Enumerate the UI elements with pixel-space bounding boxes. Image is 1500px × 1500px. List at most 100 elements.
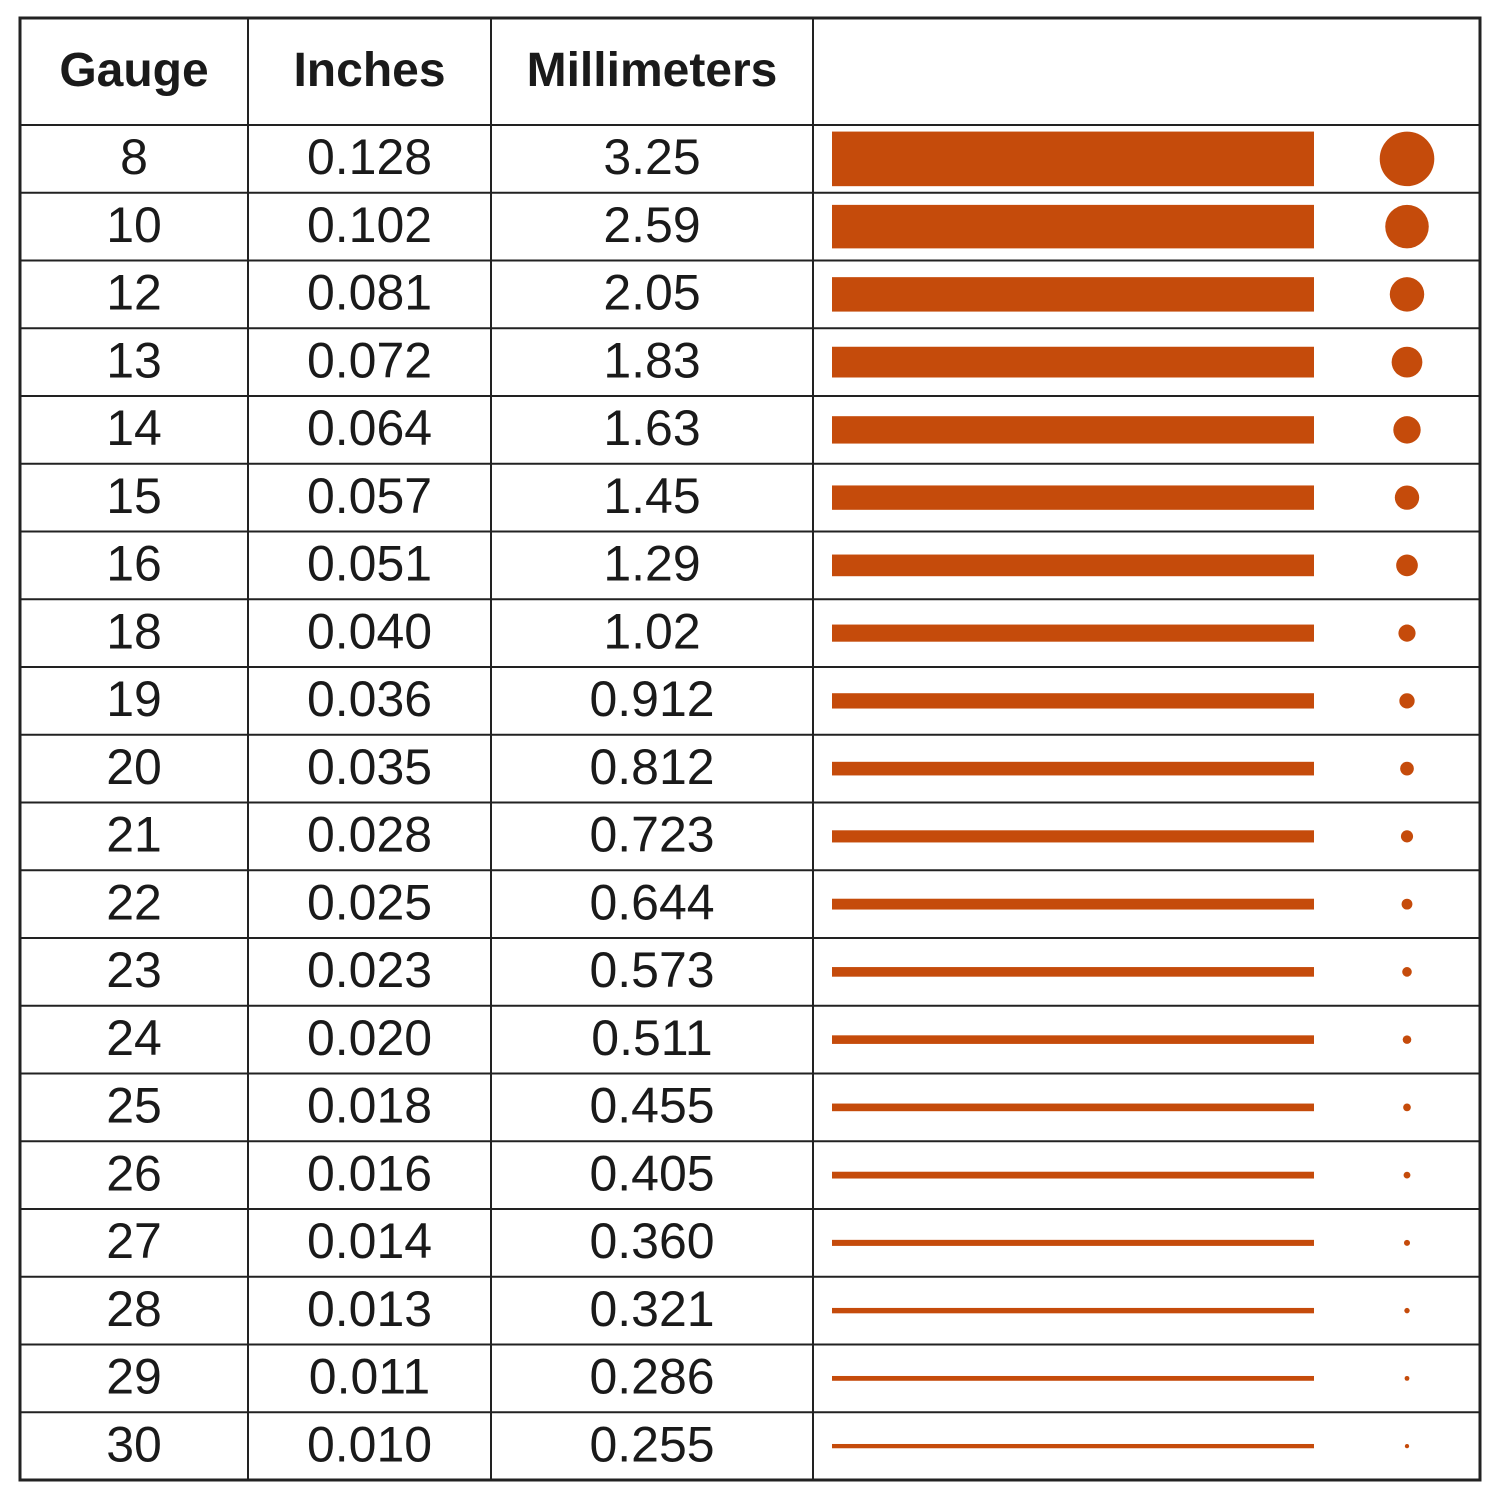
wire-cross-section xyxy=(1404,1375,1410,1381)
table-cell: 0.057 xyxy=(307,468,432,524)
wire-side-bar xyxy=(832,1307,1314,1314)
table-cell: 0.051 xyxy=(307,536,432,592)
table-cell: 21 xyxy=(106,807,162,863)
column-header: Millimeters xyxy=(527,44,778,97)
table-cell: 0.028 xyxy=(307,807,432,863)
table-cell: 23 xyxy=(106,942,162,998)
wire-side-bar xyxy=(832,131,1314,187)
table-cell: 0.912 xyxy=(589,671,714,727)
table-cell: 0.036 xyxy=(307,671,432,727)
wire-cross-section xyxy=(1400,761,1414,776)
table-cell: 29 xyxy=(106,1349,162,1405)
table-cell: 25 xyxy=(106,1078,162,1134)
wire-cross-section xyxy=(1404,1307,1410,1314)
table-cell: 0.011 xyxy=(309,1349,430,1405)
table-cell: 27 xyxy=(106,1213,162,1269)
wire-cross-section xyxy=(1379,131,1435,187)
table-cell: 0.573 xyxy=(589,942,714,998)
wire-cross-section xyxy=(1400,830,1414,843)
wire-cross-section xyxy=(1399,693,1415,709)
table-cell: 0.020 xyxy=(307,1010,432,1066)
wire-side-bar xyxy=(832,624,1314,642)
wire-cross-section xyxy=(1389,277,1425,312)
wire-side-bar xyxy=(832,277,1314,312)
wire-side-bar xyxy=(832,1443,1314,1449)
column-header: Gauge xyxy=(59,44,208,97)
wire-side-bar xyxy=(832,1239,1314,1246)
wire-cross-section xyxy=(1391,346,1423,378)
table-cell: 16 xyxy=(106,536,162,592)
table-cell: 0.128 xyxy=(307,129,432,185)
wire-cross-section xyxy=(1403,1103,1411,1112)
table-cell: 18 xyxy=(106,603,162,659)
table-cell: 2.59 xyxy=(603,197,700,253)
table-cell: 0.286 xyxy=(589,1349,714,1405)
table-cell: 0.644 xyxy=(589,874,714,930)
wire-cross-section xyxy=(1404,1443,1410,1449)
wire-side-bar xyxy=(832,761,1314,776)
table-cell: 0.321 xyxy=(589,1281,714,1337)
table-cell: 0.405 xyxy=(589,1145,714,1201)
wire-cross-section xyxy=(1401,898,1413,910)
table-cell: 1.83 xyxy=(603,332,700,388)
table-cell: 0.723 xyxy=(589,807,714,863)
table-cell: 20 xyxy=(106,739,162,795)
table-cell: 0.014 xyxy=(307,1213,432,1269)
table-cell: 0.035 xyxy=(307,739,432,795)
table-cell: 0.018 xyxy=(307,1078,432,1134)
wire-cross-section xyxy=(1402,967,1412,977)
table-cell: 0.255 xyxy=(589,1416,714,1472)
table-cell: 14 xyxy=(106,400,162,456)
table-cell: 1.02 xyxy=(603,603,700,659)
table-cell: 0.010 xyxy=(307,1416,432,1472)
wire-side-bar xyxy=(832,830,1314,843)
wire-cross-section xyxy=(1393,416,1421,444)
table-cell: 0.511 xyxy=(591,1010,712,1066)
table-cell: 13 xyxy=(106,332,162,388)
table-cell: 30 xyxy=(106,1416,162,1472)
wire-side-bar xyxy=(832,898,1314,910)
table-cell: 0.360 xyxy=(589,1213,714,1269)
column-header: Inches xyxy=(293,44,445,97)
wire-side-bar xyxy=(832,693,1314,709)
wire-cross-section xyxy=(1396,554,1418,577)
table-cell: 0.023 xyxy=(307,942,432,998)
table-border xyxy=(18,16,1482,1482)
table-cell: 0.455 xyxy=(589,1078,714,1134)
table-cell: 0.025 xyxy=(307,874,432,930)
wire-side-bar xyxy=(832,416,1314,444)
table-cell: 28 xyxy=(106,1281,162,1337)
table-cell: 12 xyxy=(106,265,162,321)
wire-cross-section xyxy=(1394,485,1420,510)
table-cell: 15 xyxy=(106,468,162,524)
table-cell: 0.812 xyxy=(589,739,714,795)
table-cell: 10 xyxy=(106,197,162,253)
wire-side-bar xyxy=(832,485,1314,510)
wire-side-bar xyxy=(832,1171,1314,1179)
wire-side-bar xyxy=(832,554,1314,577)
table-cell: 26 xyxy=(106,1145,162,1201)
wire-cross-section xyxy=(1402,1035,1412,1044)
table-cell: 1.29 xyxy=(603,536,700,592)
wire-cross-section xyxy=(1403,1239,1411,1246)
table-cell: 0.016 xyxy=(307,1145,432,1201)
wire-side-bar xyxy=(832,346,1314,378)
table-cell: 1.63 xyxy=(603,400,700,456)
wire-cross-section xyxy=(1385,204,1429,249)
wire-cross-section xyxy=(1398,624,1416,642)
table-cell: 0.013 xyxy=(307,1281,432,1337)
table-cell: 0.072 xyxy=(307,332,432,388)
table-cell: 22 xyxy=(106,874,162,930)
wire-side-bar xyxy=(832,967,1314,977)
wire-cross-section xyxy=(1403,1171,1411,1179)
wire-side-bar xyxy=(832,1035,1314,1044)
table-cell: 2.05 xyxy=(603,265,700,321)
table-cell: 8 xyxy=(120,129,148,185)
wire-side-bar xyxy=(832,1375,1314,1381)
table-cell: 19 xyxy=(106,671,162,727)
wire-side-bar xyxy=(832,204,1314,249)
table-cell: 24 xyxy=(106,1010,162,1066)
table-cell: 3.25 xyxy=(603,129,700,185)
